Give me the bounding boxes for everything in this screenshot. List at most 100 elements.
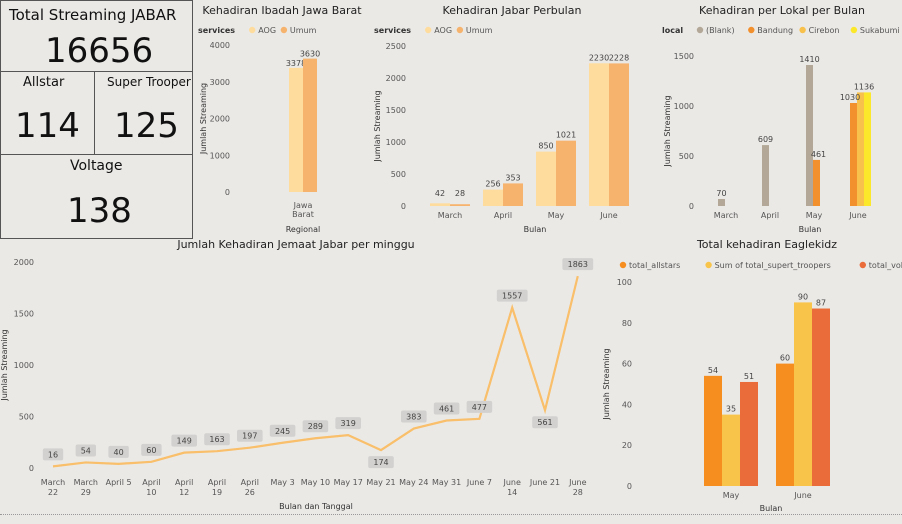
x-tick-label: April: [142, 478, 160, 487]
data-label: 477: [472, 403, 487, 412]
bar: [812, 308, 830, 486]
x-tick-label: 19: [212, 488, 222, 497]
chart-ibadah-jawa-barat[interactable]: Kehadiran Ibadah Jawa Barat services AOG Um…: [196, 0, 368, 238]
x-tick-label: 22: [48, 488, 58, 497]
legend-marker: [696, 26, 704, 34]
data-label: 163: [209, 435, 224, 444]
kpi-allstar-card[interactable]: Allstar 114: [0, 71, 95, 155]
data-label: 40: [114, 448, 124, 457]
data-label: 174: [373, 458, 388, 467]
chart-title: Kehadiran Jabar Perbulan: [443, 4, 582, 17]
data-label: 461: [811, 150, 826, 159]
y-tick-label: 1500: [386, 106, 406, 115]
bar: [536, 151, 556, 206]
legend-label: Sukabumi: [860, 26, 900, 35]
data-label-box: [204, 433, 230, 446]
x-tick-label: April 5: [106, 478, 132, 487]
x-tick-label: June: [502, 478, 521, 487]
legend-marker: [859, 261, 866, 269]
bar: [813, 159, 820, 206]
x-tick-label: April: [208, 478, 226, 487]
chart-title: Jumlah Kehadiran Jemaat Jabar per minggu: [176, 238, 414, 251]
data-label: 70: [716, 189, 726, 198]
x-tick-label: April: [241, 478, 259, 487]
y-tick-label: 0: [401, 202, 406, 211]
x-axis-title: Bulan dan Tanggal: [279, 502, 353, 511]
data-label: 3630: [300, 50, 320, 59]
x-tick-label: March: [714, 211, 738, 220]
data-label: 1410: [799, 55, 819, 64]
legend-marker: [249, 26, 256, 34]
legend-label: Sum of total_supert_troopers: [715, 261, 831, 270]
y-tick-label: 500: [391, 170, 406, 179]
y-tick-label: 1000: [386, 138, 406, 147]
y-tick-label: 2000: [386, 74, 406, 83]
y-tick-label: 1000: [210, 151, 230, 160]
y-tick-label: 0: [29, 464, 34, 473]
kpi-total-title: Total Streaming JABAR: [9, 6, 177, 24]
x-tick-label: May 3: [271, 478, 295, 487]
data-label-box: [466, 400, 493, 413]
y-tick-label: 0: [627, 482, 632, 491]
data-label: 35: [726, 405, 736, 414]
x-tick-label: April: [761, 211, 779, 220]
legend-label: Cirebon: [809, 26, 840, 35]
data-label: 16: [48, 450, 58, 459]
chart-title: Kehadiran Ibadah Jawa Barat: [202, 4, 362, 17]
chart-jemaat-per-minggu[interactable]: Jumlah Kehadiran Jemaat Jabar per minggu…: [0, 236, 600, 514]
kpi-allstar-value: 114: [15, 106, 80, 146]
chart-jabar-perbulan[interactable]: Kehadiran Jabar Perbulan services AOG Umum 0…: [370, 0, 644, 238]
data-label-box: [171, 434, 197, 447]
data-label: 1557: [502, 292, 522, 301]
kpi-voltage-card[interactable]: Voltage 138: [0, 154, 193, 239]
series-line: [52, 275, 579, 468]
data-label: 461: [439, 405, 454, 414]
bar: [503, 183, 523, 206]
x-tick-label: May 10: [301, 478, 330, 487]
chart-title: Total kehadiran Eaglekidz: [696, 238, 837, 251]
chart-eaglekidz[interactable]: Total kehadiran Eaglekidz total_allstars S…: [600, 236, 902, 514]
data-label-box: [532, 416, 558, 429]
x-tick-label: March: [74, 478, 98, 487]
kpi-super-card[interactable]: Super Trooper 125: [94, 71, 193, 155]
x-tick-label: 12: [179, 488, 189, 497]
x-axis-title: Regional: [286, 225, 321, 234]
y-tick-label: 1500: [14, 310, 34, 319]
y-tick-label: 2500: [386, 42, 406, 51]
legend-label: Bandung: [757, 26, 793, 35]
bar: [589, 63, 609, 206]
data-label-box: [496, 289, 528, 302]
data-label: 197: [242, 432, 257, 441]
y-tick-label: 0: [689, 202, 694, 211]
data-label-box: [368, 456, 394, 469]
y-tick-label: 1000: [674, 102, 694, 111]
bar: [776, 363, 794, 486]
legend-marker: [456, 26, 464, 34]
x-tick-label: March: [41, 478, 65, 487]
data-label-box: [108, 445, 129, 458]
bar: [303, 58, 317, 192]
x-tick-label: May: [548, 211, 565, 220]
x-axis-title: Bulan: [524, 225, 547, 234]
bar: [609, 63, 629, 206]
data-label-box: [237, 429, 263, 442]
y-tick-label: 2000: [14, 258, 34, 267]
kpi-allstar-title: Allstar: [23, 75, 65, 90]
kpi-total-card[interactable]: Total Streaming JABAR 16656: [0, 0, 193, 72]
bottom-divider: [0, 514, 902, 515]
legend-title: services: [374, 26, 411, 35]
chart-per-lokal[interactable]: Kehadiran per Lokal per Bulan local (Blank…: [658, 0, 902, 238]
data-label-box: [335, 417, 361, 430]
data-label: 60: [780, 354, 790, 363]
kpi-voltage-value: 138: [67, 191, 132, 231]
data-label-box: [141, 443, 162, 456]
data-label: 2228: [609, 53, 629, 62]
legend-label: total_voltage: [869, 261, 902, 270]
data-label-box: [42, 448, 64, 461]
kpi-voltage-title: Voltage: [70, 158, 123, 174]
legend-label: Umum: [290, 26, 317, 35]
legend-marker: [799, 26, 806, 34]
data-label: 54: [81, 446, 91, 455]
bar: [556, 140, 576, 206]
data-label: 1136: [854, 82, 874, 91]
